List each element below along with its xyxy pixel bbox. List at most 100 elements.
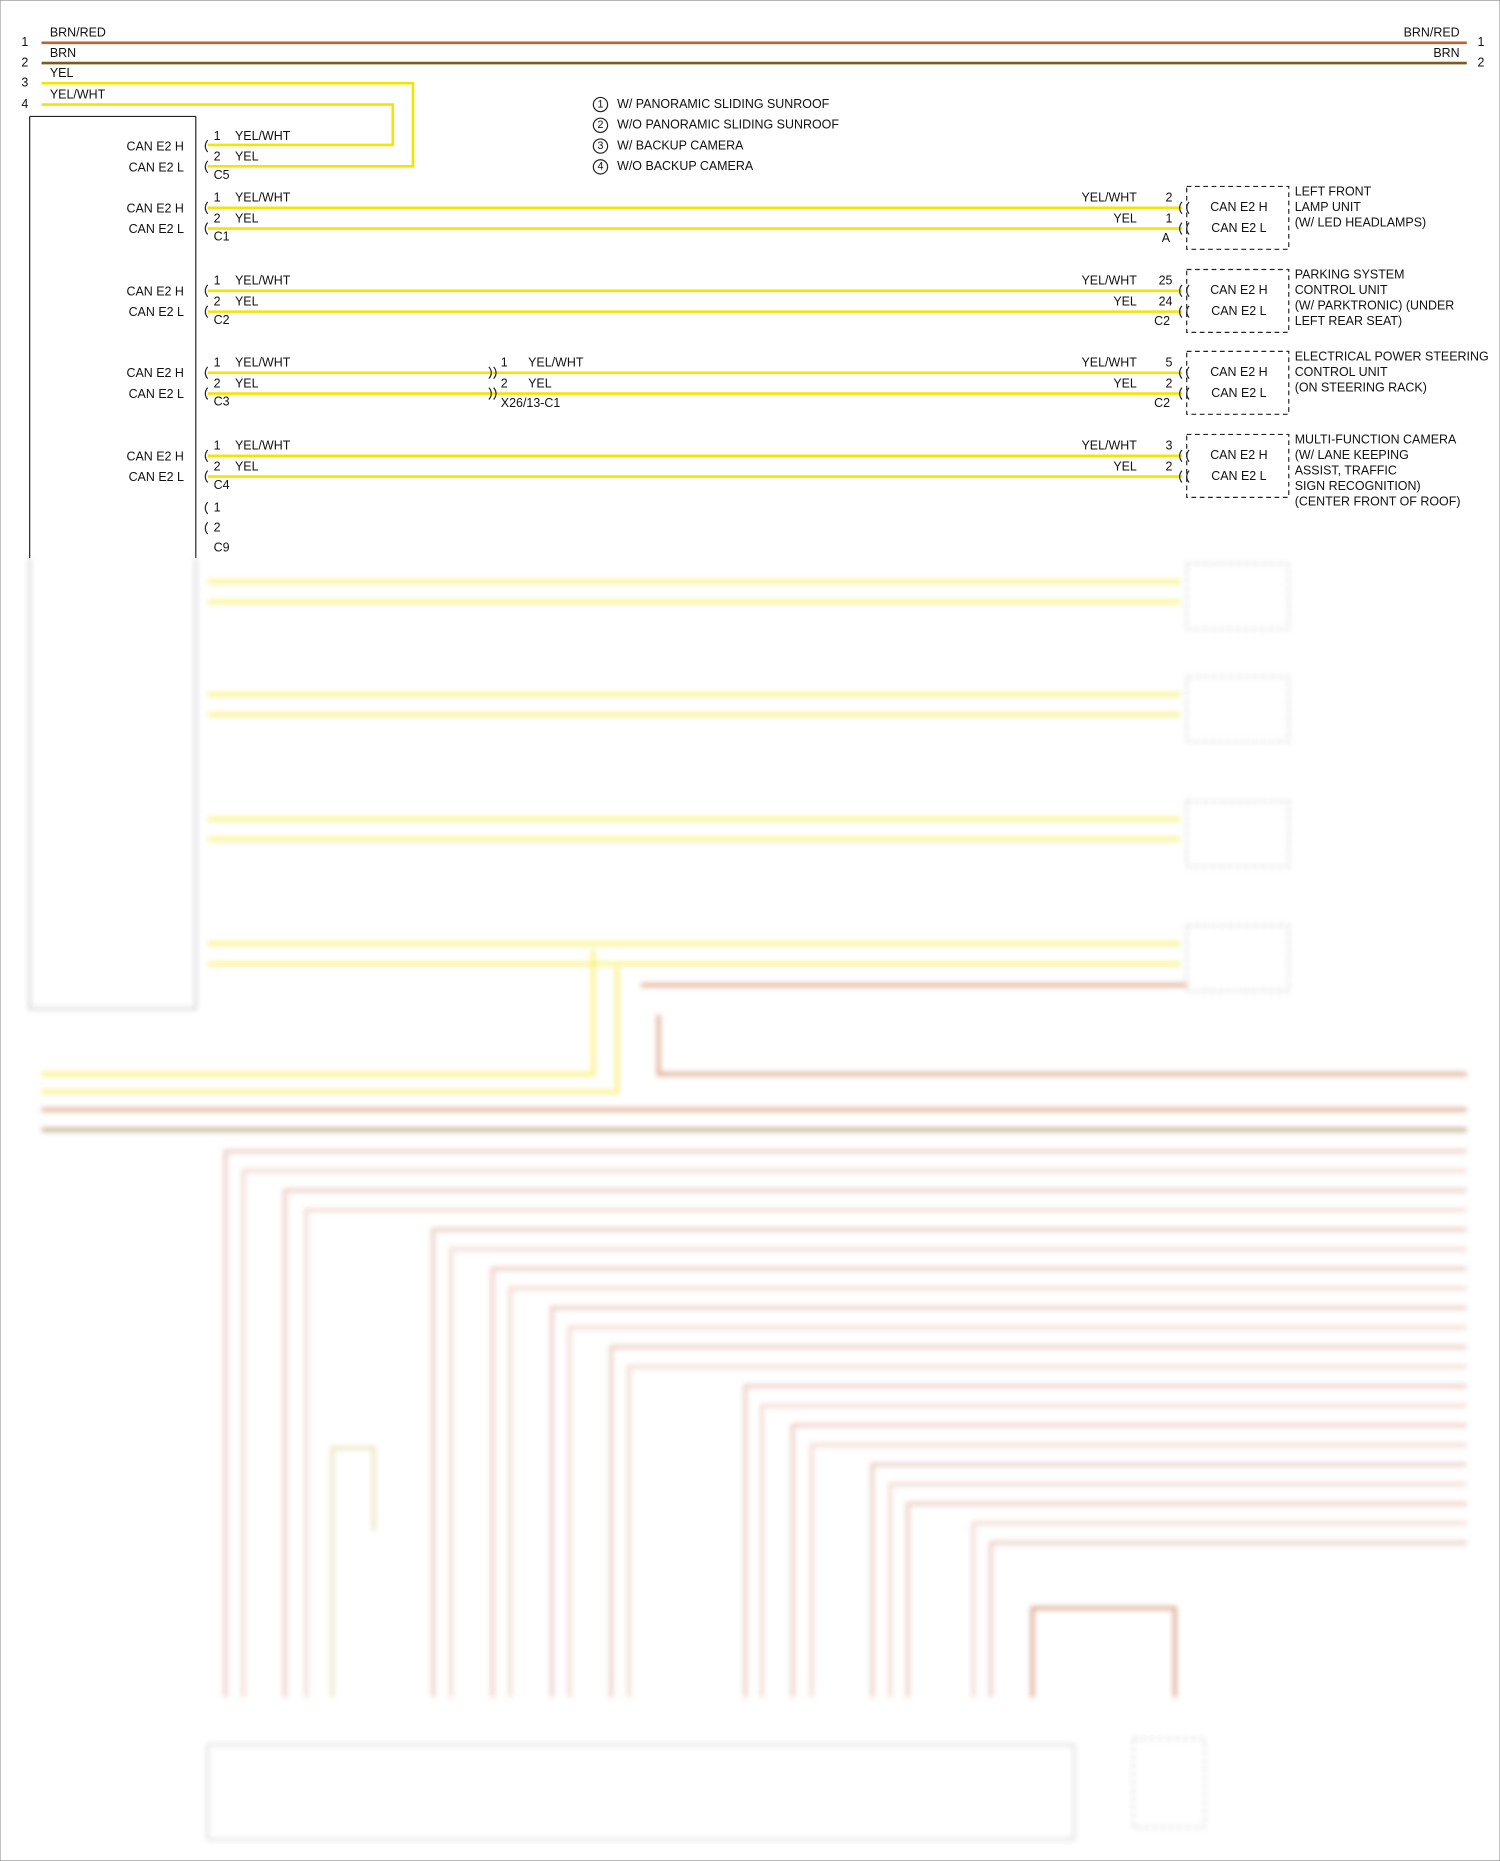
wire [989, 1541, 1467, 1698]
connector-name: C4 [214, 478, 230, 492]
connector-pin [1178, 449, 1183, 463]
module-box [1186, 433, 1290, 498]
connector-pin [1178, 305, 1183, 318]
wire-color: YEL [235, 294, 259, 308]
connector-name: C1 [214, 230, 230, 244]
module-box [1186, 925, 1290, 992]
connector-pin [204, 470, 209, 483]
wire-color: YEL/WHT [235, 356, 291, 370]
signal-name: CAN E2 H [126, 449, 183, 463]
connector-pin [204, 501, 209, 515]
signal-name: CAN E2 H [1210, 200, 1267, 214]
signal-name: CAN E2 H [126, 201, 183, 215]
wire [809, 1443, 1467, 1698]
pin-number: 3 [1166, 439, 1173, 453]
pin-number: 2 [1166, 191, 1173, 205]
signal-name: CAN E2 L [1211, 221, 1266, 235]
wire-color: YEL [1113, 211, 1137, 225]
pin-number: 1 [21, 35, 28, 49]
pin-number: 4 [21, 97, 28, 111]
wire [971, 1521, 1467, 1698]
pin-number: 25 [1159, 274, 1173, 288]
module-name: (ON STEERING RACK) [1295, 380, 1427, 394]
bottom-module [207, 1743, 1075, 1841]
signal-name: CAN E2 H [1210, 283, 1267, 297]
pin-number: 1 [214, 439, 221, 453]
wire-color: YEL [235, 376, 259, 390]
wire [790, 1423, 1467, 1698]
wire-color: YEL/WHT [235, 129, 291, 143]
signal-name: CAN E2 H [1210, 365, 1267, 379]
connector-pin [204, 305, 209, 318]
connector-pin [204, 387, 209, 400]
module-name: CONTROL UNIT [1295, 365, 1388, 379]
wire-color: BRN/RED [1404, 26, 1460, 40]
signal-name: CAN E2 L [129, 305, 184, 319]
legend-number: 2 [598, 119, 604, 131]
pin-number: 1 [501, 356, 508, 370]
module-name: ASSIST, TRAFFIC [1295, 464, 1397, 478]
connector-name: C2 [1154, 396, 1170, 410]
wire-color: YEL/WHT [235, 191, 291, 205]
connector-pin [1178, 222, 1183, 235]
module-name: ELECTRICAL POWER STEERING [1295, 350, 1489, 364]
legend-text: W/O PANORAMIC SLIDING SUNROOF [617, 118, 839, 132]
connector-name: C9 [214, 541, 230, 555]
module-name: CONTROL UNIT [1295, 283, 1388, 297]
module-box [1186, 800, 1290, 868]
pin-number: 2 [21, 55, 28, 69]
connector-pin [204, 284, 209, 298]
signal-name: CAN E2 H [126, 140, 183, 154]
signal-name: CAN E2 L [1211, 386, 1266, 400]
module-name: (W/ LANE KEEPING [1295, 448, 1409, 462]
module-box [1186, 185, 1290, 250]
connector-name: C2 [214, 313, 230, 327]
wire [41, 967, 619, 1094]
inline-connector [488, 387, 497, 400]
diagram-top: 1 BRN/RED BRN/RED 1 2 BRN BRN 2 3 YEL 4 YEL/WHT 1 W/ … [21, 26, 1489, 558]
wire [743, 1384, 1467, 1698]
wire [656, 1014, 1467, 1076]
wire-color: YEL [1113, 459, 1137, 473]
wire-color: YEL/WHT [528, 356, 584, 370]
signal-name: CAN E2 L [1211, 469, 1266, 483]
pin-number: 3 [21, 75, 28, 89]
connector-pin [204, 449, 209, 463]
legend-number: 1 [598, 98, 604, 110]
legend-circle [592, 117, 609, 134]
wire [1030, 1606, 1177, 1698]
wire [627, 1364, 1467, 1698]
wire [609, 1345, 1467, 1698]
wire [760, 1403, 1467, 1698]
pin-number: 1 [1166, 211, 1173, 225]
connector-name: X26/13-C1 [501, 396, 561, 410]
wire [567, 1325, 1467, 1698]
wire [906, 1501, 1467, 1698]
wire [41, 81, 415, 168]
pin-number: 2 [214, 459, 221, 473]
wire-color: YEL [1113, 376, 1137, 390]
legend-number: 3 [598, 140, 604, 152]
wire-color: BRN [1433, 46, 1459, 60]
connector-pin [1178, 470, 1183, 483]
module-box [1186, 563, 1290, 630]
connector-pin [1178, 284, 1183, 298]
legend-circle [592, 138, 609, 154]
pin-number: 2 [214, 150, 221, 164]
connector-pin [1186, 387, 1190, 400]
wire-color: YEL/WHT [1082, 439, 1138, 453]
module-name: (W/ LED HEADLAMPS) [1295, 216, 1426, 230]
pin-number: 5 [1166, 356, 1173, 370]
wire-color: YEL [235, 211, 259, 225]
wire [550, 1306, 1467, 1698]
pin-number: 2 [214, 211, 221, 225]
bottom-module [1132, 1738, 1206, 1829]
signal-name: CAN E2 H [126, 284, 183, 298]
wire [304, 1208, 1467, 1698]
module-name: LEFT FRONT [1295, 185, 1372, 199]
wire [888, 1482, 1467, 1698]
module-name: PARKING SYSTEM [1295, 268, 1405, 282]
wire [490, 1266, 1467, 1698]
